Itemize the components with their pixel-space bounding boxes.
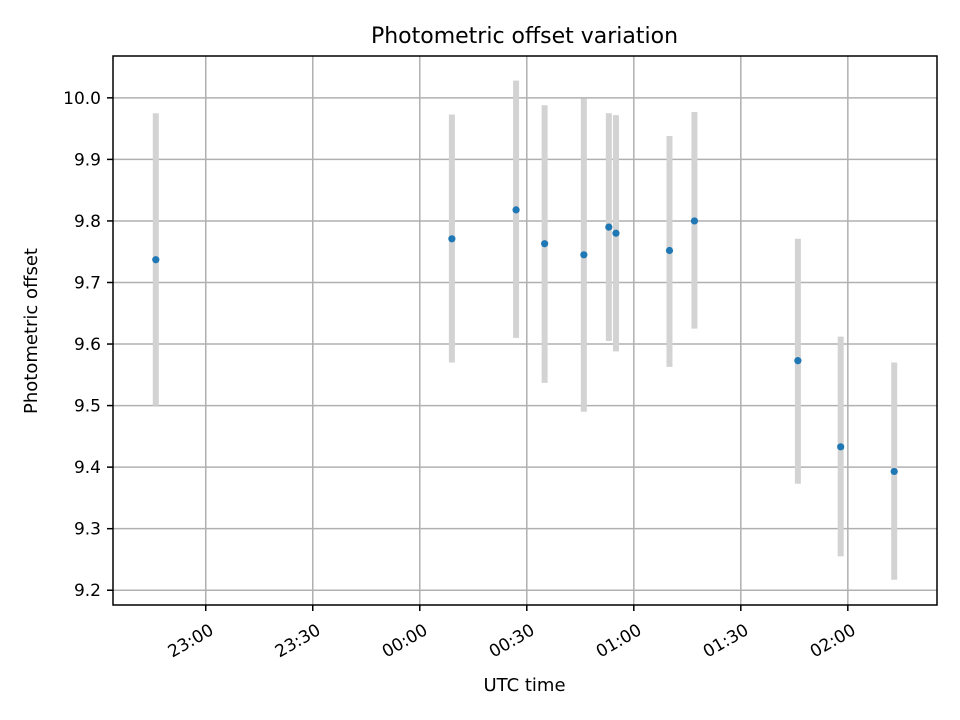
y-tick-label: 9.3 — [74, 520, 101, 540]
data-point — [665, 246, 674, 255]
x-axis-ticks: 23:00 23:30 00:00 00:30 01:00 01:30 02:00 — [165, 605, 859, 662]
x-axis-label: UTC time — [483, 675, 565, 696]
y-axis-ticks: 9.2 9.3 9.4 9.5 9.6 9.7 9.8 9.9 10.0 — [63, 89, 113, 601]
y-tick-label: 9.6 — [74, 335, 101, 355]
y-tick-label: 9.7 — [74, 273, 101, 293]
data-point — [612, 229, 620, 237]
y-tick-label: 9.5 — [74, 397, 101, 417]
chart-title: Photometric offset variation — [371, 24, 678, 49]
data-point — [690, 217, 699, 225]
x-tick-label: 23:00 — [165, 620, 217, 662]
grid — [113, 56, 937, 605]
plot-frame — [112, 55, 938, 606]
x-tick-label: 01:00 — [593, 620, 645, 662]
x-tick-label: 00:30 — [486, 620, 538, 662]
y-tick-label: 9.8 — [74, 212, 101, 232]
y-tick-label: 9.9 — [74, 150, 101, 170]
x-tick-label: 01:30 — [700, 620, 752, 662]
y-axis-label: Photometric offset — [21, 248, 42, 414]
data-point — [512, 206, 520, 214]
y-tick-label: 10.0 — [63, 89, 101, 109]
data-point — [794, 357, 802, 365]
x-tick-label: 00:00 — [379, 620, 431, 662]
y-tick-label: 9.2 — [74, 581, 101, 601]
data-point — [152, 256, 160, 264]
data-point — [580, 251, 588, 259]
error-bars — [152, 80, 898, 580]
data-point — [837, 443, 845, 451]
y-tick-label: 9.4 — [74, 458, 101, 478]
data-point — [890, 467, 898, 476]
x-tick-label: 02:00 — [807, 620, 859, 662]
x-tick-label: 23:30 — [272, 620, 324, 662]
data-point — [448, 235, 456, 243]
data-points — [152, 206, 898, 476]
data-point — [605, 223, 613, 231]
data-point — [541, 240, 549, 248]
